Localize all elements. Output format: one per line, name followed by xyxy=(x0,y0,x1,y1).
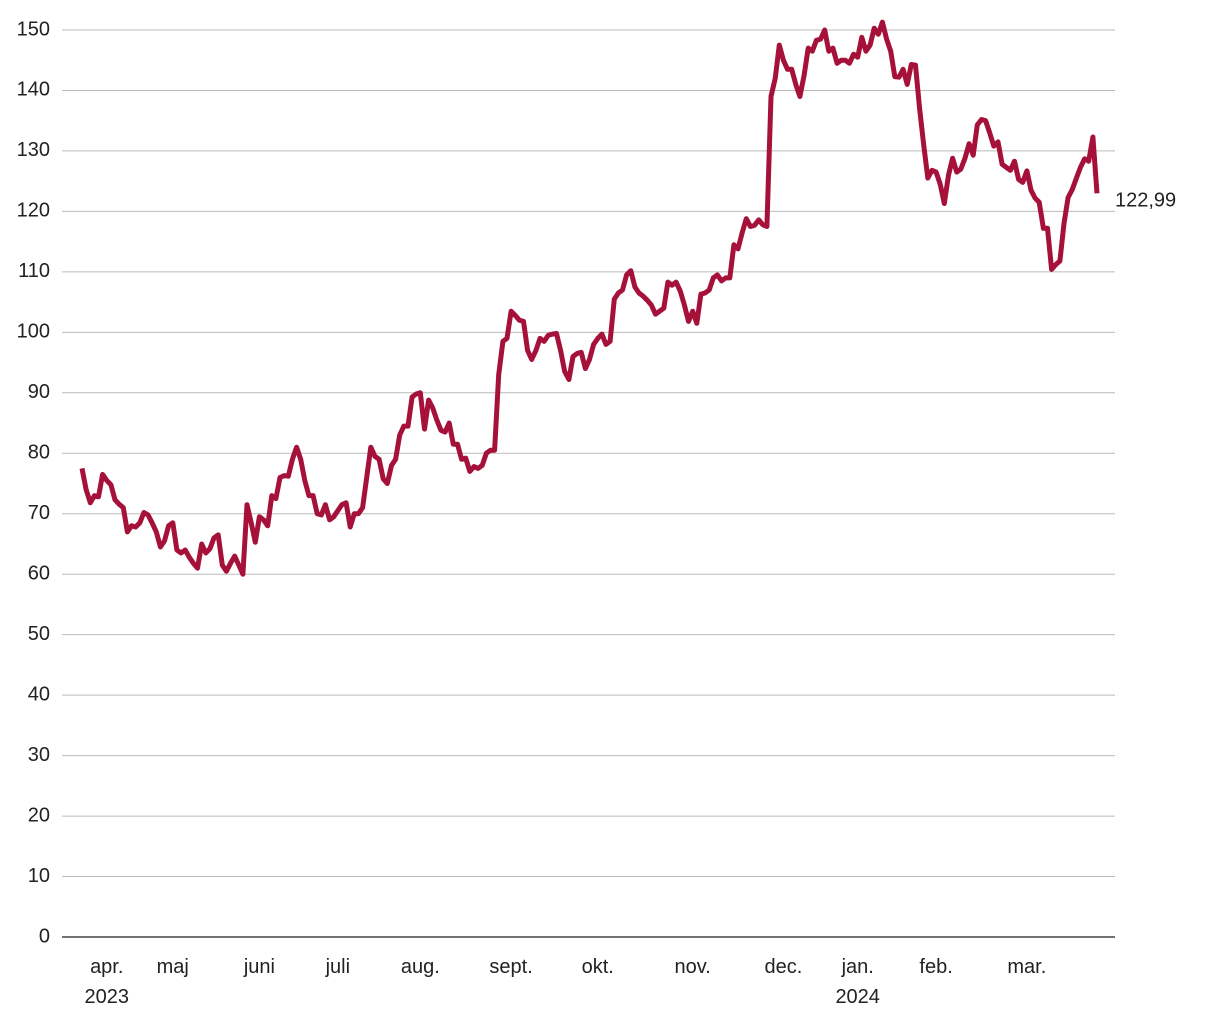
x-tick-label: dec. xyxy=(765,956,803,978)
y-tick-label: 140 xyxy=(17,79,50,101)
end-label: 122,99 xyxy=(1115,190,1176,212)
y-tick-label: 90 xyxy=(28,381,50,403)
y-tick-label: 100 xyxy=(17,321,50,343)
y-tick-label: 120 xyxy=(17,200,50,222)
x-tick-label: juni xyxy=(243,956,275,978)
y-tick-label: 20 xyxy=(28,804,50,826)
x-tick-label: apr. 2023 xyxy=(85,956,130,1008)
y-tick-label: 10 xyxy=(28,865,50,887)
x-tick-label: aug. xyxy=(401,956,440,978)
y-tick-label: 40 xyxy=(28,683,50,705)
x-tick-label: nov. xyxy=(674,956,710,978)
y-tick-label: 110 xyxy=(18,260,50,282)
y-tick-label: 80 xyxy=(28,442,50,464)
y-tick-label: 50 xyxy=(28,623,50,645)
y-tick-label: 70 xyxy=(28,502,50,524)
y-tick-label: 0 xyxy=(39,925,50,947)
x-tick-label: juli xyxy=(325,956,350,978)
x-tick-label: okt. xyxy=(582,956,614,978)
y-tick-label: 30 xyxy=(28,744,50,766)
x-tick-label: maj xyxy=(157,956,189,978)
y-tick-label: 150 xyxy=(17,18,50,40)
y-tick-label: 130 xyxy=(17,139,50,161)
x-tick-label: mar. xyxy=(1007,956,1046,978)
y-tick-label: 60 xyxy=(28,562,50,584)
x-tick-label: feb. xyxy=(919,956,952,978)
x-tick-label: sept. xyxy=(489,956,532,978)
x-tick-label: jan. 2024 xyxy=(835,956,880,1008)
line xyxy=(79,19,1100,577)
